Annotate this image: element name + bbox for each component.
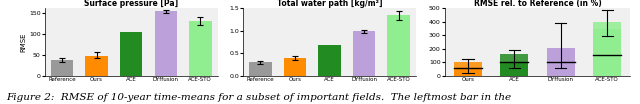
Bar (249, 62, 272, 76)
Bar (454, 68, 482, 76)
Bar (547, 48, 575, 68)
Title: RMSE rel. to Reference (in %): RMSE rel. to Reference (in %) (474, 0, 602, 8)
Bar (154, 11, 177, 76)
Bar (189, 21, 212, 76)
Bar (51, 60, 74, 76)
Bar (120, 32, 143, 76)
Bar (454, 62, 482, 73)
Text: Figure 2:  RMSE of 10-year time-means for a subset of important fields.  The lef: Figure 2: RMSE of 10-year time-means for… (6, 93, 511, 102)
Bar (500, 62, 528, 76)
Bar (284, 58, 307, 76)
Y-axis label: RMSE: RMSE (20, 32, 26, 52)
Bar (318, 45, 341, 76)
Bar (593, 22, 621, 36)
Bar (387, 15, 410, 76)
Title: Surface pressure [Pa]: Surface pressure [Pa] (84, 0, 179, 8)
Bar (85, 56, 108, 76)
Title: Total water path [kg/m²]: Total water path [kg/m²] (277, 0, 382, 8)
Bar (500, 54, 528, 68)
Bar (547, 48, 575, 76)
Bar (353, 31, 376, 76)
Bar (593, 29, 621, 76)
